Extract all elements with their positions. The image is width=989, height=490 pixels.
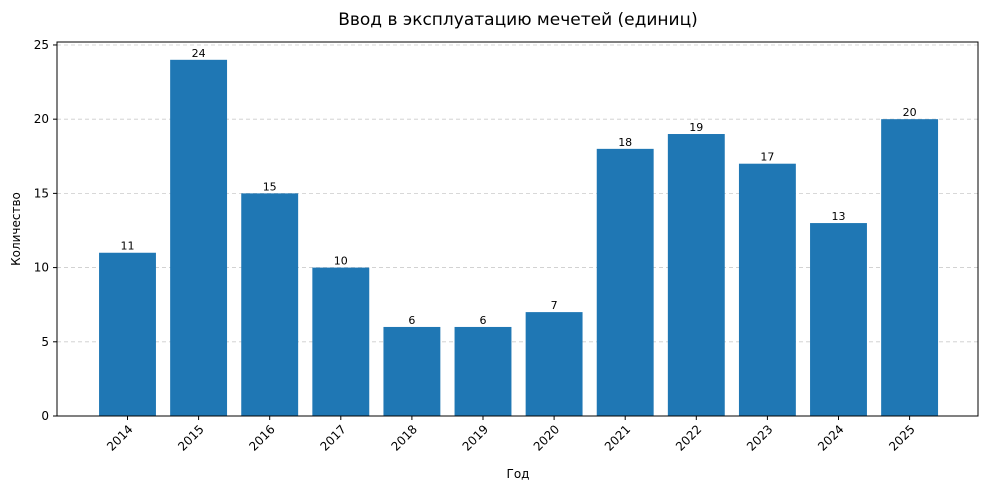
chart-title: Ввод в эксплуатацию мечетей (единиц)	[338, 10, 698, 30]
x-tick-label: 2023	[744, 422, 775, 453]
x-tick-label: 2025	[886, 422, 917, 453]
bar-value-label: 7	[551, 299, 558, 312]
x-tick-label: 2017	[317, 422, 348, 453]
bar	[667, 134, 725, 416]
y-tick-label: 5	[41, 335, 49, 349]
y-tick-label: 20	[34, 112, 49, 126]
bar	[454, 326, 512, 416]
bar-value-label: 13	[832, 210, 846, 223]
x-tick-label: 2022	[673, 422, 704, 453]
bar	[881, 119, 939, 416]
bar-value-label: 6	[480, 314, 487, 327]
plot-frame	[56, 41, 979, 417]
bar-value-label: 10	[334, 255, 348, 268]
bar-value-label: 17	[760, 151, 774, 164]
y-tick-label: 0	[41, 409, 49, 423]
data-labels: 11 24 15 10 6 6 7 18 19 17 13 20	[121, 47, 917, 327]
bar	[525, 312, 583, 416]
bar-value-label: 11	[121, 240, 135, 253]
bar	[241, 193, 299, 416]
y-axis: 0 5 10 15 20 25	[34, 38, 57, 423]
y-axis-label: Количество	[9, 192, 23, 266]
bar	[383, 326, 441, 416]
bar	[312, 267, 370, 416]
bar-value-label: 18	[618, 136, 632, 149]
y-tick-label: 15	[34, 186, 49, 200]
x-tick-label: 2018	[389, 422, 420, 453]
x-tick-label: 2020	[531, 422, 562, 453]
x-axis-label: Год	[507, 467, 530, 481]
bar	[596, 148, 654, 416]
bar	[810, 223, 867, 416]
bar-value-label: 6	[408, 314, 415, 327]
y-tick-label: 25	[34, 38, 49, 52]
bar-value-label: 19	[689, 121, 703, 134]
bar	[738, 163, 796, 416]
bar	[99, 252, 156, 416]
bar	[170, 59, 228, 417]
x-tick-label: 2014	[104, 422, 135, 453]
bars	[99, 59, 939, 417]
x-axis: 2014 2015 2016 2017 2018 2019 2020 2021 2022 2023…	[104, 416, 918, 454]
x-tick-label: 2015	[175, 422, 206, 453]
bar-value-label: 15	[263, 180, 277, 193]
y-tick-label: 10	[34, 261, 49, 275]
bar-value-label: 24	[192, 47, 206, 60]
x-tick-label: 2019	[460, 422, 491, 453]
x-tick-label: 2024	[815, 422, 846, 453]
x-tick-label: 2016	[246, 422, 277, 453]
bar-value-label: 20	[903, 106, 917, 119]
x-tick-label: 2021	[602, 422, 633, 453]
